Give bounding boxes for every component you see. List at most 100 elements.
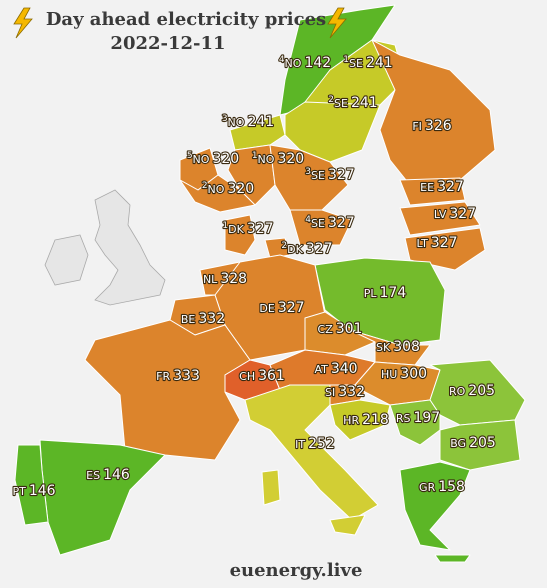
region-code: RS xyxy=(396,412,411,425)
region-price: 205 xyxy=(469,435,496,451)
region-shape xyxy=(244,384,379,521)
region-shape xyxy=(314,257,446,346)
region-label: BE 332 xyxy=(181,311,225,327)
zone-number: 2 xyxy=(328,95,334,105)
region-label: GR 158 xyxy=(419,479,465,495)
region-code: PT xyxy=(12,485,26,498)
region-price: 320 xyxy=(227,181,254,197)
region-code: LT xyxy=(416,237,428,250)
zone-number: 4 xyxy=(305,215,311,225)
region-price: 327 xyxy=(437,179,464,195)
region-code: SE xyxy=(311,217,325,230)
region-shape xyxy=(434,554,471,563)
title-bolt-right xyxy=(327,7,347,39)
region-code: BE xyxy=(181,313,196,326)
region-price: 320 xyxy=(277,151,304,167)
region-code: RO xyxy=(449,385,466,398)
region-shape xyxy=(404,227,486,271)
region-code: SK xyxy=(376,341,391,354)
region-price: 252 xyxy=(308,436,335,452)
region-price: 327 xyxy=(278,300,305,316)
region-shape xyxy=(284,101,381,163)
region-code: DE xyxy=(259,302,274,315)
region-shape xyxy=(399,177,466,206)
region-label: HU 300 xyxy=(381,366,427,382)
region-label: DE 327 xyxy=(259,300,304,316)
region-label: 3SE 327 xyxy=(305,167,354,183)
region-code: FR xyxy=(156,370,170,383)
region-price: 327 xyxy=(328,167,355,183)
region-price: 308 xyxy=(393,339,420,355)
region-price: 327 xyxy=(247,221,274,237)
region-code: FI xyxy=(412,120,422,133)
regions xyxy=(14,4,526,563)
region-price: 326 xyxy=(425,118,452,134)
region-code: SE xyxy=(311,169,325,182)
zone-number: 5 xyxy=(187,151,193,161)
zone-number: 1 xyxy=(222,221,228,231)
region-code: AT xyxy=(314,363,328,376)
region-label: 2NO 320 xyxy=(202,181,254,197)
region-code: NL xyxy=(203,273,218,286)
region-label: 1NO 320 xyxy=(252,151,304,167)
region-price: 241 xyxy=(351,95,378,111)
region-label: FR 333 xyxy=(156,368,200,384)
region-code: NO xyxy=(193,153,210,166)
zone-number: 4 xyxy=(279,55,285,65)
region-code: EE xyxy=(420,181,434,194)
region-label: SK 308 xyxy=(376,339,420,355)
great-britain xyxy=(94,189,166,306)
region-code: BG xyxy=(450,437,466,450)
region-label: 3NO 241 xyxy=(222,114,274,130)
region-label: 4SE 327 xyxy=(305,215,354,231)
region-shape xyxy=(264,237,291,259)
region-label: ES 146 xyxy=(86,467,130,483)
region-code: NO xyxy=(208,183,225,196)
region-price: 300 xyxy=(400,366,427,382)
region-price: 146 xyxy=(103,467,130,483)
region-code: CZ xyxy=(318,323,334,336)
region-shape xyxy=(399,201,481,236)
region-price: 327 xyxy=(431,235,458,251)
region-label: 2SE 241 xyxy=(328,95,377,111)
region-price: 361 xyxy=(258,368,285,384)
region-code: HR xyxy=(343,414,359,427)
region-label: AT 340 xyxy=(314,361,357,377)
region-label: NL 328 xyxy=(203,271,247,287)
region-price: 241 xyxy=(247,114,274,130)
title-bolt-left xyxy=(13,7,33,39)
title: Day ahead electricity prices xyxy=(46,9,326,30)
region-label: IT 252 xyxy=(295,436,335,452)
region-shape xyxy=(439,419,521,471)
region-price: 340 xyxy=(331,361,358,377)
footer: euenergy.live xyxy=(230,560,363,581)
region-shape xyxy=(229,114,286,151)
region-shape xyxy=(269,144,349,211)
region-shape xyxy=(84,319,251,461)
region-label: 4NO 142 xyxy=(279,55,331,71)
region-price: 320 xyxy=(212,151,239,167)
region-code: HU xyxy=(381,368,397,381)
region-label: 2DK 327 xyxy=(281,241,332,257)
region-shape xyxy=(14,444,49,526)
region-code: NO xyxy=(258,153,275,166)
region-price: 241 xyxy=(366,55,393,71)
region-price: 328 xyxy=(220,271,247,287)
region-shape xyxy=(261,469,281,506)
region-price: 197 xyxy=(413,410,440,426)
zone-number: 1 xyxy=(252,151,258,161)
region-label: PL 174 xyxy=(364,285,407,301)
zone-number: 2 xyxy=(281,241,287,251)
region-label: EE 327 xyxy=(420,179,464,195)
region-price: 327 xyxy=(449,206,476,222)
region-label: SI 332 xyxy=(325,384,365,400)
region-code: GR xyxy=(419,481,436,494)
region-price: 327 xyxy=(306,241,333,257)
region-label: PT 146 xyxy=(12,483,55,499)
region-shape xyxy=(329,514,366,536)
region-code: DK xyxy=(228,223,244,236)
region-code: CH xyxy=(239,370,255,383)
